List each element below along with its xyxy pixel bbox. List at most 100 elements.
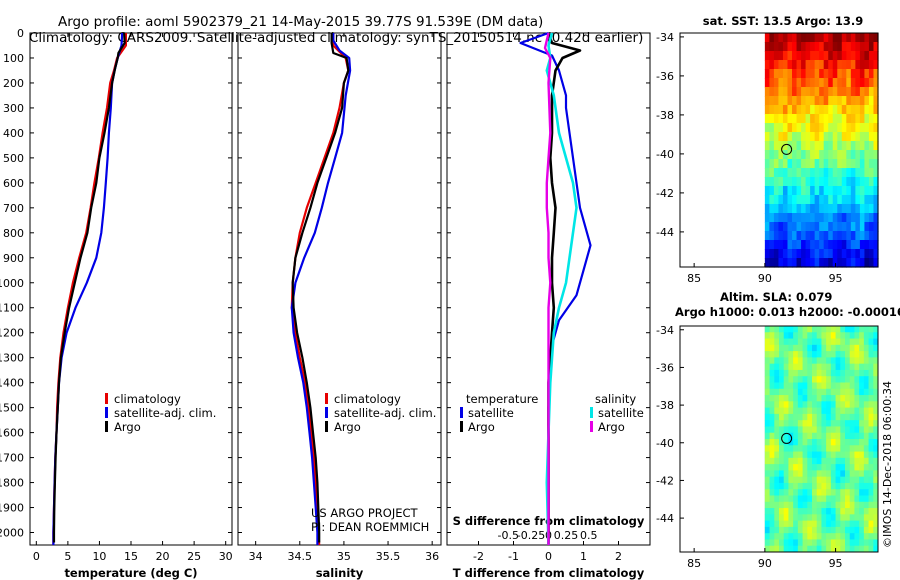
sla-cell (797, 514, 804, 522)
sst-cell (864, 114, 870, 124)
sla-cell (812, 514, 818, 522)
sst-cell (819, 195, 825, 205)
sst-cell (796, 249, 802, 259)
sla-cell (849, 382, 855, 390)
sst-cell (805, 132, 811, 142)
sla-cell (764, 326, 771, 333)
sst-cell (828, 168, 834, 178)
sla-cell (774, 526, 780, 534)
sla-cell (802, 520, 808, 528)
sst-cell (864, 186, 870, 196)
sla-cell (779, 457, 785, 465)
sla-cell (821, 338, 827, 346)
sla-cell (793, 432, 799, 440)
sla-cell (812, 470, 818, 478)
sla-cell (845, 457, 851, 465)
float-position-marker (781, 432, 793, 444)
sla-cell (807, 426, 813, 434)
sst-cell (859, 195, 866, 205)
sla-cell (816, 482, 822, 490)
sla-cell (854, 401, 860, 409)
sst-cell (801, 186, 807, 196)
sst-cell (769, 105, 775, 115)
sst-cell (841, 177, 847, 187)
sla-cell (774, 395, 780, 402)
sst-cell (841, 258, 847, 268)
sla-cell (826, 508, 832, 515)
sla-cell (779, 470, 785, 478)
sla-cell (779, 451, 785, 459)
sla-cell (821, 395, 827, 402)
sla-cell (826, 526, 832, 534)
sla-cell (859, 357, 865, 365)
sst-cell (837, 69, 843, 79)
sst-cell (850, 222, 856, 232)
sst-cell (855, 186, 861, 196)
sst-cell (846, 195, 852, 205)
sla-cell (797, 451, 804, 459)
sla-cell (779, 407, 785, 415)
sst-cell (832, 249, 838, 259)
sst-cell (787, 69, 793, 79)
sst-cell (850, 96, 856, 106)
sst-cell (868, 60, 875, 70)
sla-cell (788, 369, 794, 377)
sla-cell (854, 445, 860, 453)
sla-cell (774, 508, 780, 515)
sla-cell (769, 382, 775, 390)
sla-cell (849, 407, 855, 415)
sst-cell (819, 168, 825, 178)
sla-cell (826, 545, 832, 553)
sst-cell (769, 159, 775, 169)
sst-cell (778, 123, 784, 133)
sla-cell (830, 344, 837, 352)
sst-cell (819, 114, 825, 124)
sst-cell (837, 186, 843, 196)
sst-cell (850, 51, 856, 61)
sst-cell (841, 60, 847, 70)
sla-cell (849, 539, 855, 547)
sla-cell (845, 351, 851, 358)
sla-cell (840, 545, 846, 553)
sla-cell (849, 464, 855, 471)
sla-cell (845, 326, 851, 333)
x-tick-label: 35 (337, 550, 351, 563)
sst-cell (764, 168, 770, 178)
sla-cell (854, 476, 860, 484)
sst-cell (782, 78, 789, 88)
sla-cell (873, 420, 879, 427)
sla-cell (764, 363, 771, 371)
sst-cell (764, 258, 770, 268)
sla-cell (769, 439, 775, 446)
sst-cell (841, 33, 847, 43)
sla-cell (873, 363, 879, 371)
sla-cell (764, 432, 771, 440)
sla-cell (802, 357, 808, 365)
map-cells (764, 326, 879, 553)
sst-cell (841, 141, 847, 151)
sst-cell (832, 168, 838, 178)
sla-cell (849, 489, 855, 496)
sla-cell (849, 501, 855, 509)
sst-cell (787, 177, 793, 187)
sla-cell (849, 395, 855, 402)
sla-cell (821, 514, 827, 522)
sst-cell (846, 123, 852, 133)
sla-cell (802, 439, 808, 446)
sst-cell (814, 78, 820, 88)
sst-cell (805, 96, 811, 106)
sla-cell (802, 426, 808, 434)
sla-cell (774, 476, 780, 484)
sla-cell (783, 508, 789, 515)
sst-cell (828, 231, 834, 241)
sst-cell (868, 240, 875, 250)
float-position-marker (781, 143, 793, 155)
sla-cell (835, 495, 841, 503)
credit-line-1: US ARGO PROJECT (311, 506, 419, 520)
sla-cell (779, 526, 785, 534)
sla-cell (873, 445, 879, 453)
sla-cell (769, 357, 775, 365)
sst-cell (855, 240, 861, 250)
sst-cell (773, 114, 780, 124)
